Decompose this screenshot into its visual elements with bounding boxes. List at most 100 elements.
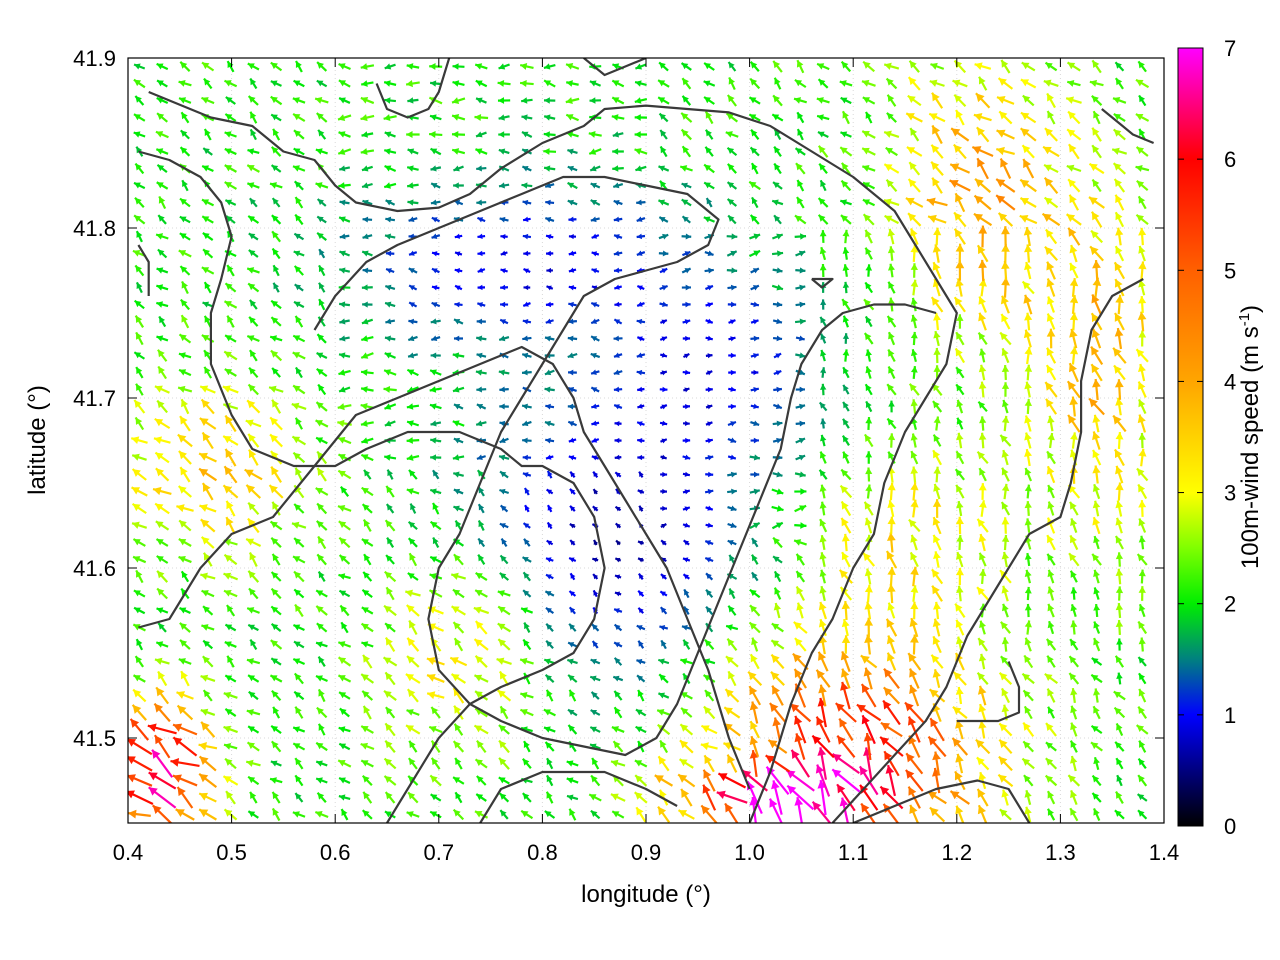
wind-arrow <box>1045 722 1057 737</box>
wind-arrow <box>247 501 260 516</box>
wind-arrow <box>134 315 145 328</box>
wind-arrow <box>1114 809 1125 820</box>
wind-arrow <box>178 80 192 87</box>
wind-arrow <box>339 267 351 274</box>
wind-arrow <box>569 471 576 478</box>
wind-arrow <box>1024 467 1033 482</box>
wind-arrow <box>407 335 418 342</box>
wind-arrow <box>1069 346 1079 365</box>
wind-arrow <box>1021 280 1035 295</box>
wind-arrow <box>292 658 306 665</box>
wind-arrow <box>1046 790 1056 805</box>
wind-arrow <box>156 399 168 414</box>
wind-arrow <box>613 267 623 274</box>
contour-line <box>479 770 678 823</box>
wind-arrow <box>910 499 919 518</box>
wind-arrow <box>680 707 693 718</box>
wind-arrow <box>1069 534 1079 551</box>
wind-arrow <box>178 658 192 665</box>
wind-arrow <box>270 537 282 548</box>
wind-arrow <box>1024 586 1032 601</box>
wind-arrow <box>794 504 807 513</box>
colorbar-tick-label: 3 <box>1224 481 1236 506</box>
wind-arrow <box>910 244 919 263</box>
wind-arrow <box>384 131 396 138</box>
wind-arrow <box>1067 774 1081 787</box>
wind-arrow <box>362 518 372 533</box>
wind-arrow <box>476 199 487 206</box>
wind-arrow <box>955 719 964 740</box>
wind-arrow <box>132 688 147 703</box>
wind-arrow <box>997 77 1014 90</box>
wind-arrow <box>1070 432 1078 449</box>
wind-arrow <box>521 420 532 427</box>
wind-arrow <box>426 691 445 700</box>
wind-arrow <box>1092 414 1101 433</box>
wind-arrow <box>681 77 692 90</box>
wind-arrow <box>361 318 374 325</box>
x-axis-ticks: 0.4 0.5 0.6 0.7 0.8 0.9 1.0 1.1 1.2 1.3 1.4 <box>113 58 1179 865</box>
wind-arrow <box>977 637 988 652</box>
wind-arrow <box>131 486 148 497</box>
wind-arrow <box>134 655 145 668</box>
wind-arrow <box>1112 347 1127 364</box>
wind-arrow <box>589 165 601 172</box>
wind-arrow <box>1046 534 1056 551</box>
wind-arrow <box>751 554 759 565</box>
wind-arrow <box>337 436 352 445</box>
wind-arrow <box>316 198 327 207</box>
wind-arrow <box>1046 328 1056 349</box>
wind-arrow <box>450 572 466 580</box>
wind-arrow <box>474 113 489 121</box>
wind-arrow <box>748 685 762 706</box>
wind-arrow <box>932 434 942 447</box>
wind-arrow <box>705 605 714 616</box>
wind-arrow <box>453 335 464 342</box>
wind-arrow <box>726 250 738 257</box>
wind-arrow <box>1046 655 1056 668</box>
wind-arrow <box>659 404 668 410</box>
wind-arrow <box>247 433 260 448</box>
wind-arrow <box>476 165 487 172</box>
wind-arrow <box>933 227 942 246</box>
wind-arrow <box>929 79 945 87</box>
wind-arrow <box>499 403 509 410</box>
wind-arrow <box>818 162 828 175</box>
wind-arrow <box>453 553 464 566</box>
wind-arrow <box>978 467 987 482</box>
wind-arrow <box>1044 127 1058 142</box>
wind-arrow <box>680 658 693 665</box>
wind-arrow <box>1138 688 1147 703</box>
wind-arrow <box>179 415 191 432</box>
wind-arrow <box>862 181 875 190</box>
wind-arrow <box>318 282 326 293</box>
wind-arrow <box>748 180 761 191</box>
wind-arrow <box>522 589 532 598</box>
wind-arrow <box>952 706 968 719</box>
wind-arrow <box>953 94 967 107</box>
wind-arrow <box>362 571 373 582</box>
wind-arrow <box>978 76 988 91</box>
wind-arrow <box>153 436 171 445</box>
x-tick-label: 1.3 <box>1045 840 1076 865</box>
wind-arrow <box>179 298 190 311</box>
wind-arrow <box>1138 500 1147 517</box>
wind-arrow <box>1138 586 1146 601</box>
wind-arrow <box>862 60 876 73</box>
wind-arrow <box>383 114 397 121</box>
wind-arrow <box>636 369 646 376</box>
wind-arrow <box>546 285 554 291</box>
wind-arrow <box>1069 570 1078 583</box>
wind-arrow <box>704 129 714 140</box>
wind-arrow <box>610 759 626 767</box>
wind-arrow <box>1044 61 1058 72</box>
wind-arrow <box>773 214 782 225</box>
wind-arrow <box>1090 363 1103 382</box>
wind-arrow <box>932 449 943 466</box>
wind-arrow <box>270 587 282 600</box>
wind-arrow <box>1046 261 1056 280</box>
wind-arrow <box>294 417 304 430</box>
wind-arrow <box>956 399 964 414</box>
wind-arrow <box>1115 722 1124 737</box>
wind-arrow <box>614 557 622 563</box>
